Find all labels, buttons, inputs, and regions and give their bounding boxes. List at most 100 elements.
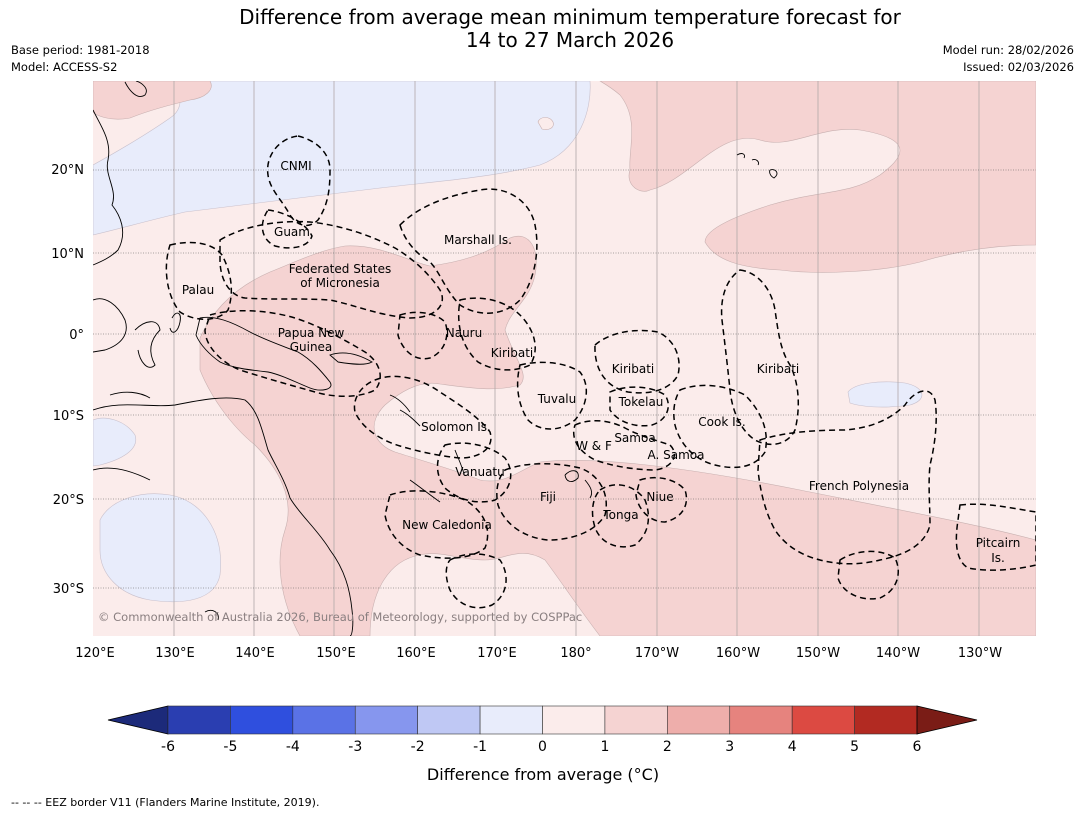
anomaly-warm-northwest: [93, 81, 212, 120]
colorbar-tick-label: -6: [161, 739, 175, 755]
colorbar-segment: [417, 705, 481, 735]
colorbar-tick-label: -4: [286, 739, 300, 755]
coast-hawaii: [736, 153, 778, 179]
label-tonga: Tonga: [602, 508, 638, 522]
anomaly-cool-north: [93, 81, 591, 236]
base-period: Base period: 1981-2018: [11, 43, 150, 57]
label-wallis-futuna: W & F: [576, 439, 612, 453]
eez-tuvalu: [516, 361, 587, 430]
map-title: Difference from average mean minimum tem…: [0, 6, 1085, 52]
coast-philippines: [93, 109, 124, 266]
colorbar-segment: [542, 705, 606, 735]
label-niue: Niue: [646, 490, 673, 504]
colorbar-tick-label: 4: [788, 739, 797, 755]
eez-norfolk: [445, 553, 507, 609]
x-tick-label: 160°E: [396, 646, 436, 661]
eez-niue: [635, 477, 688, 523]
label-kiribati-phoenix: Kiribati: [612, 362, 654, 376]
anomaly-cool-coral-sea: [93, 417, 137, 467]
label-pitcairn-2: Is.: [991, 551, 1005, 565]
eez-footnote: -- -- -- EEZ border V11 (Flanders Marine…: [11, 796, 320, 809]
eez-new-caledonia: [384, 490, 489, 559]
copyright-notice: © Commonwealth of Australia 2026, Bureau…: [98, 610, 582, 624]
y-tick-label: 20°N: [51, 163, 84, 178]
anomaly-warm-equatorial: [199, 236, 1036, 636]
x-tick-label: 160°W: [716, 646, 760, 661]
label-cook: Cook Is.: [698, 415, 745, 429]
y-tick-label: 10°N: [51, 247, 84, 262]
colorbar-tick-label: -2: [411, 739, 425, 755]
label-vanuatu: Vanuatu: [455, 465, 505, 479]
y-tick-labels: 20°N 10°N 0° 10°S 20°S 30°S: [51, 163, 84, 597]
colorbar-segment: [604, 705, 668, 735]
colorbar-segment: [791, 705, 855, 735]
anomaly-warm-small: [537, 117, 554, 130]
eez-tokelau: [609, 386, 669, 427]
colorbar-segment: [292, 705, 356, 735]
eez-pitcairn: [955, 503, 1036, 571]
issued-date: Issued: 02/03/2026: [963, 60, 1074, 74]
label-cnmi: CNMI: [280, 159, 311, 173]
coast-sulawesi: [134, 321, 161, 368]
coast-vanuatu: [454, 449, 465, 475]
coast-new-britain: [329, 352, 373, 365]
colorbar-segment: [354, 705, 418, 735]
x-tick-label: 140°E: [235, 646, 275, 661]
label-fsm-1: Federated States: [289, 262, 391, 276]
eez-kiribati-gilbert: [458, 297, 536, 371]
x-tick-label: 150°E: [316, 646, 356, 661]
colorbar-tick-label: 5: [850, 739, 859, 755]
coast-new-guinea: [195, 316, 332, 391]
eez-tonga: [591, 484, 650, 548]
eez-wallis-samoa: [573, 420, 676, 471]
model-name: Model: ACCESS-S2: [11, 60, 118, 74]
x-tick-label: 140°W: [876, 646, 920, 661]
eez-kiribati-line: [720, 269, 800, 446]
label-solomon: Solomon Is.: [421, 420, 491, 434]
eez-marshall: [399, 188, 538, 314]
coastlines: [93, 81, 778, 636]
colorbar-segment: [479, 705, 543, 735]
colorbar-tick-labels: -6 -5 -4 -3 -2 -1 0 1 2 3 4 5 6: [161, 739, 922, 755]
title-line-2: 14 to 27 March 2026: [465, 28, 675, 52]
coast-solomon: [389, 394, 421, 427]
x-tick-label: 170°W: [635, 646, 679, 661]
label-pitcairn-1: Pitcairn: [976, 536, 1021, 550]
label-fiji: Fiji: [540, 490, 556, 504]
x-tick-label: 180°: [560, 646, 591, 661]
colorbar: -6 -5 -4 -3 -2 -1 0 1 2 3 4 5 6 Difference from aver…: [107, 705, 978, 784]
label-nauru: Nauru: [446, 326, 482, 340]
label-png-2: Guinea: [290, 340, 333, 354]
x-tick-label: 120°E: [75, 646, 115, 661]
label-fsm-2: of Micronesia: [300, 276, 380, 290]
x-tick-label: 130°E: [155, 646, 195, 661]
x-tick-labels: 120°E 130°E 140°E 150°E 160°E 170°E 180°…: [75, 646, 1002, 661]
eez-borders: [165, 135, 1036, 609]
meta-left: Base period: 1981-2018 Model: ACCESS-S2: [11, 42, 150, 76]
colorbar-segment: [230, 705, 294, 735]
eez-nauru: [397, 311, 448, 360]
label-tuvalu: Tuvalu: [537, 392, 577, 406]
colorbar-tick-label: 2: [663, 739, 672, 755]
eez-fiji: [496, 462, 607, 541]
coast-australia: [93, 397, 354, 636]
label-palau: Palau: [182, 283, 214, 297]
eez-kiribati-phoenix: [594, 329, 680, 394]
x-tick-label: 170°E: [477, 646, 517, 661]
eez-fsm: [219, 220, 443, 319]
colorbar-tick-label: -5: [223, 739, 237, 755]
label-american-samoa: A. Samoa: [648, 448, 705, 462]
anomaly-cool-polynesia: [847, 381, 923, 408]
coast-east-timor: [109, 391, 151, 399]
colorbar-segment: [729, 705, 793, 735]
label-samoa: Samoa: [614, 431, 655, 445]
anomaly-warm-northeast: [599, 81, 1036, 273]
coast-fiji: [564, 470, 593, 499]
y-tick-label: 20°S: [53, 493, 84, 508]
label-png-1: Papua New: [278, 326, 345, 340]
title-line-1: Difference from average mean minimum tem…: [239, 5, 901, 29]
eez-vanuatu: [436, 442, 512, 503]
colorbar-tick-label: 3: [725, 739, 734, 755]
meta-right: Model run: 28/02/2026 Issued: 02/03/2026: [943, 42, 1074, 76]
eez-ne-island: [837, 550, 899, 600]
